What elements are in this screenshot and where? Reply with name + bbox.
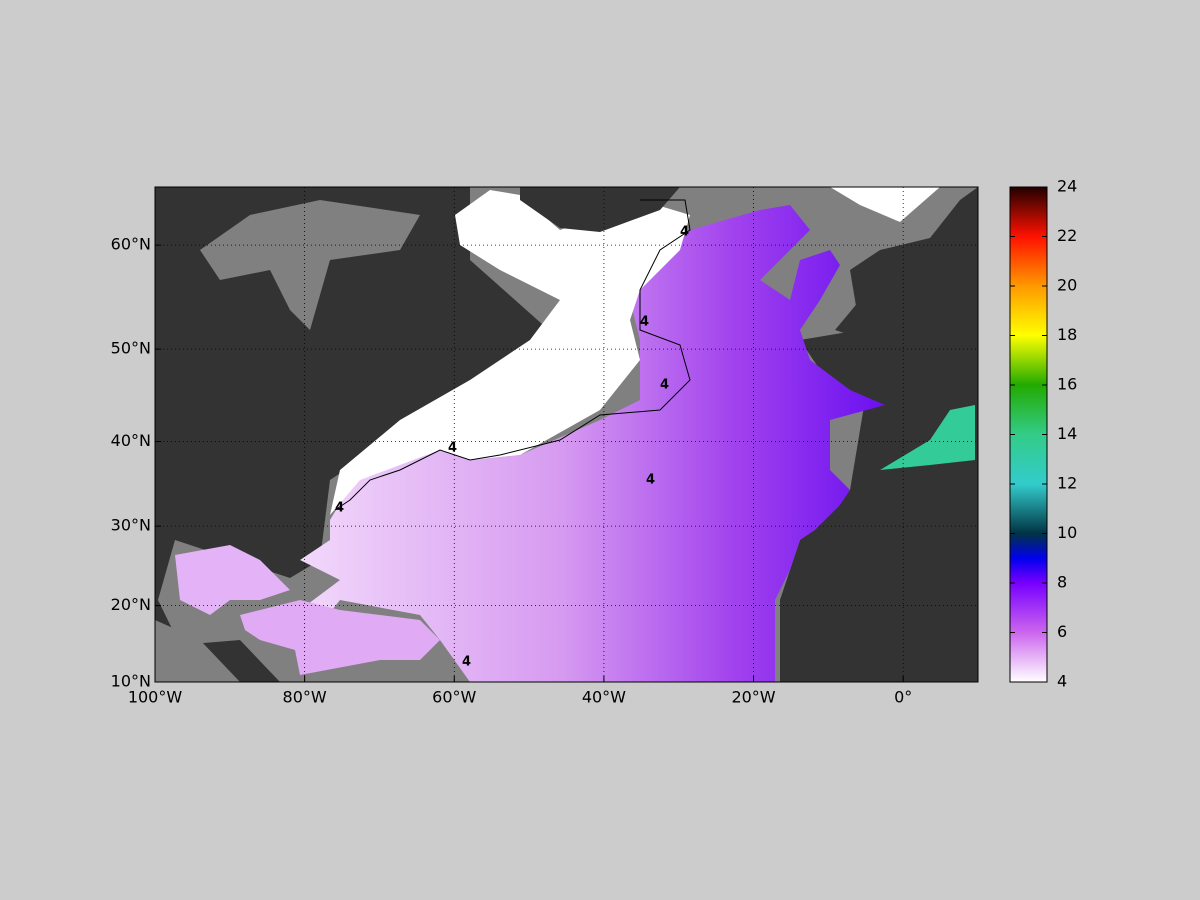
x-tick-label: 60°W — [432, 688, 476, 707]
contour-label: 4 — [335, 501, 344, 516]
y-tick-label: 10°N — [111, 672, 151, 691]
axes-frame — [154, 186, 979, 683]
contour-label: 4 — [660, 378, 669, 393]
y-tick-label: 50°N — [111, 339, 151, 358]
colorbar-tick-label: 24 — [1057, 177, 1077, 196]
y-tick-label: 20°N — [111, 595, 151, 614]
x-tick-label: 40°W — [582, 688, 626, 707]
colorbar-tick-label: 8 — [1057, 573, 1067, 592]
contour-label: 4 — [646, 473, 655, 488]
colorbar-tick-label: 22 — [1057, 226, 1077, 245]
colorbar-tick-label: 4 — [1057, 672, 1067, 691]
x-tick-label: 80°W — [283, 688, 327, 707]
colorbar-tick-label: 20 — [1057, 276, 1077, 295]
colorbar — [1009, 186, 1048, 683]
x-tick-label: 20°W — [731, 688, 775, 707]
colorbar-tick-label: 14 — [1057, 424, 1077, 443]
x-tick-label: 0° — [894, 688, 912, 707]
contour-label: 4 — [462, 655, 471, 670]
colorbar-tick-label: 18 — [1057, 325, 1077, 344]
colorbar-tick-label: 16 — [1057, 375, 1077, 394]
map-image — [155, 187, 978, 682]
contour-label: 4 — [640, 315, 649, 330]
colorbar-tick-label: 10 — [1057, 523, 1077, 542]
colorbar-tick-label: 6 — [1057, 622, 1067, 641]
y-tick-label: 40°N — [111, 431, 151, 450]
contour-label: 4 — [448, 441, 457, 456]
colorbar-tick-label: 12 — [1057, 474, 1077, 493]
y-tick-label: 30°N — [111, 516, 151, 535]
y-tick-label: 60°N — [111, 235, 151, 254]
x-tick-label: 100°W — [128, 688, 183, 707]
contour-label: 4 — [680, 225, 689, 240]
